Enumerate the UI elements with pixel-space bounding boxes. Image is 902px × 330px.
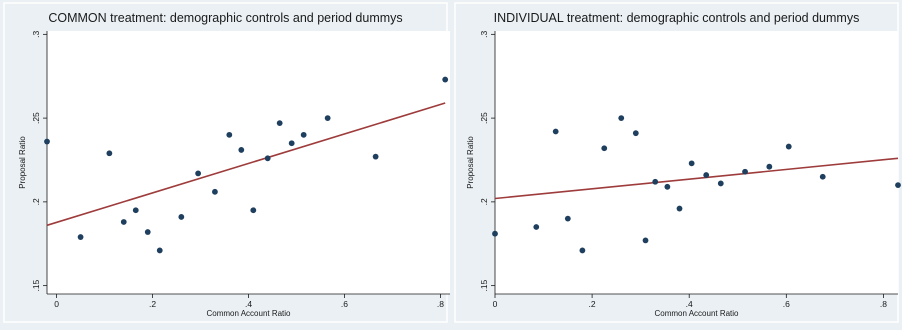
data-point — [195, 170, 202, 177]
data-point — [703, 172, 710, 178]
data-point — [288, 140, 295, 147]
data-point — [642, 237, 649, 244]
x-tick-label: 0 — [493, 299, 498, 309]
data-point — [533, 224, 540, 230]
data-point — [579, 247, 586, 254]
data-point — [372, 153, 379, 160]
data-point — [44, 138, 50, 145]
x-tick-label: .4 — [245, 299, 252, 309]
x-tick-label: .8 — [880, 299, 887, 309]
x-tick-label: 0 — [54, 299, 59, 309]
fit-line — [46, 102, 446, 227]
x-tick-label: .6 — [341, 299, 348, 309]
y-tick-label: .2 — [479, 198, 489, 205]
data-point — [785, 143, 792, 150]
data-point — [652, 178, 659, 185]
data-point — [552, 128, 559, 135]
plot-area — [495, 31, 898, 294]
x-tick-label: .6 — [783, 299, 790, 309]
x-tick-label: .2 — [589, 299, 596, 309]
data-point — [120, 219, 127, 225]
x-tick-label: .4 — [686, 299, 693, 309]
data-point — [156, 247, 163, 254]
x-tick-label: .2 — [149, 299, 156, 309]
y-tick-label: .15 — [479, 279, 489, 291]
y-tick-label: .3 — [479, 31, 489, 38]
data-point — [492, 230, 498, 237]
data-point — [144, 229, 151, 235]
data-point — [250, 207, 257, 214]
data-point — [766, 163, 773, 170]
data-point — [688, 160, 695, 167]
data-point — [895, 182, 901, 189]
data-point — [77, 234, 84, 240]
data-point — [212, 188, 218, 195]
data-point — [276, 120, 283, 127]
y-tick-label: .25 — [31, 112, 41, 124]
y-tick-label: .15 — [31, 279, 41, 291]
plot-area — [47, 31, 450, 294]
data-point — [324, 115, 331, 122]
data-point — [819, 173, 826, 180]
data-point — [178, 214, 185, 220]
x-axis-title: Common Account Ratio — [654, 309, 739, 318]
data-point — [264, 155, 271, 162]
data-point — [601, 145, 608, 152]
chart-title: COMMON treatment: demographic controls a… — [48, 11, 402, 25]
data-point — [442, 76, 449, 83]
data-point — [664, 183, 671, 190]
y-axis-title: Proposal Ratio — [18, 136, 27, 189]
chart-panel-1: COMMON treatment: demographic controls a… — [3, 2, 450, 323]
data-point — [742, 168, 748, 175]
data-point — [676, 205, 683, 212]
y-tick-label: .25 — [479, 112, 489, 124]
data-point — [238, 147, 245, 153]
x-tick-label: .8 — [437, 299, 444, 309]
data-point — [564, 215, 571, 222]
data-point — [300, 131, 307, 138]
data-point — [618, 115, 625, 122]
data-point — [106, 150, 113, 157]
data-point — [717, 180, 724, 187]
x-axis-title: Common Account Ratio — [206, 309, 291, 318]
data-point — [226, 131, 233, 138]
y-tick-label: .2 — [31, 198, 41, 205]
chart-panel-2: INDIVIDUAL treatment: demographic contro… — [454, 2, 901, 323]
fit-line — [494, 157, 899, 200]
data-point — [132, 207, 139, 214]
data-point — [632, 130, 639, 137]
y-tick-label: .3 — [31, 31, 41, 38]
chart-title: INDIVIDUAL treatment: demographic contro… — [494, 11, 860, 25]
y-axis-title: Proposal Ratio — [466, 136, 475, 189]
